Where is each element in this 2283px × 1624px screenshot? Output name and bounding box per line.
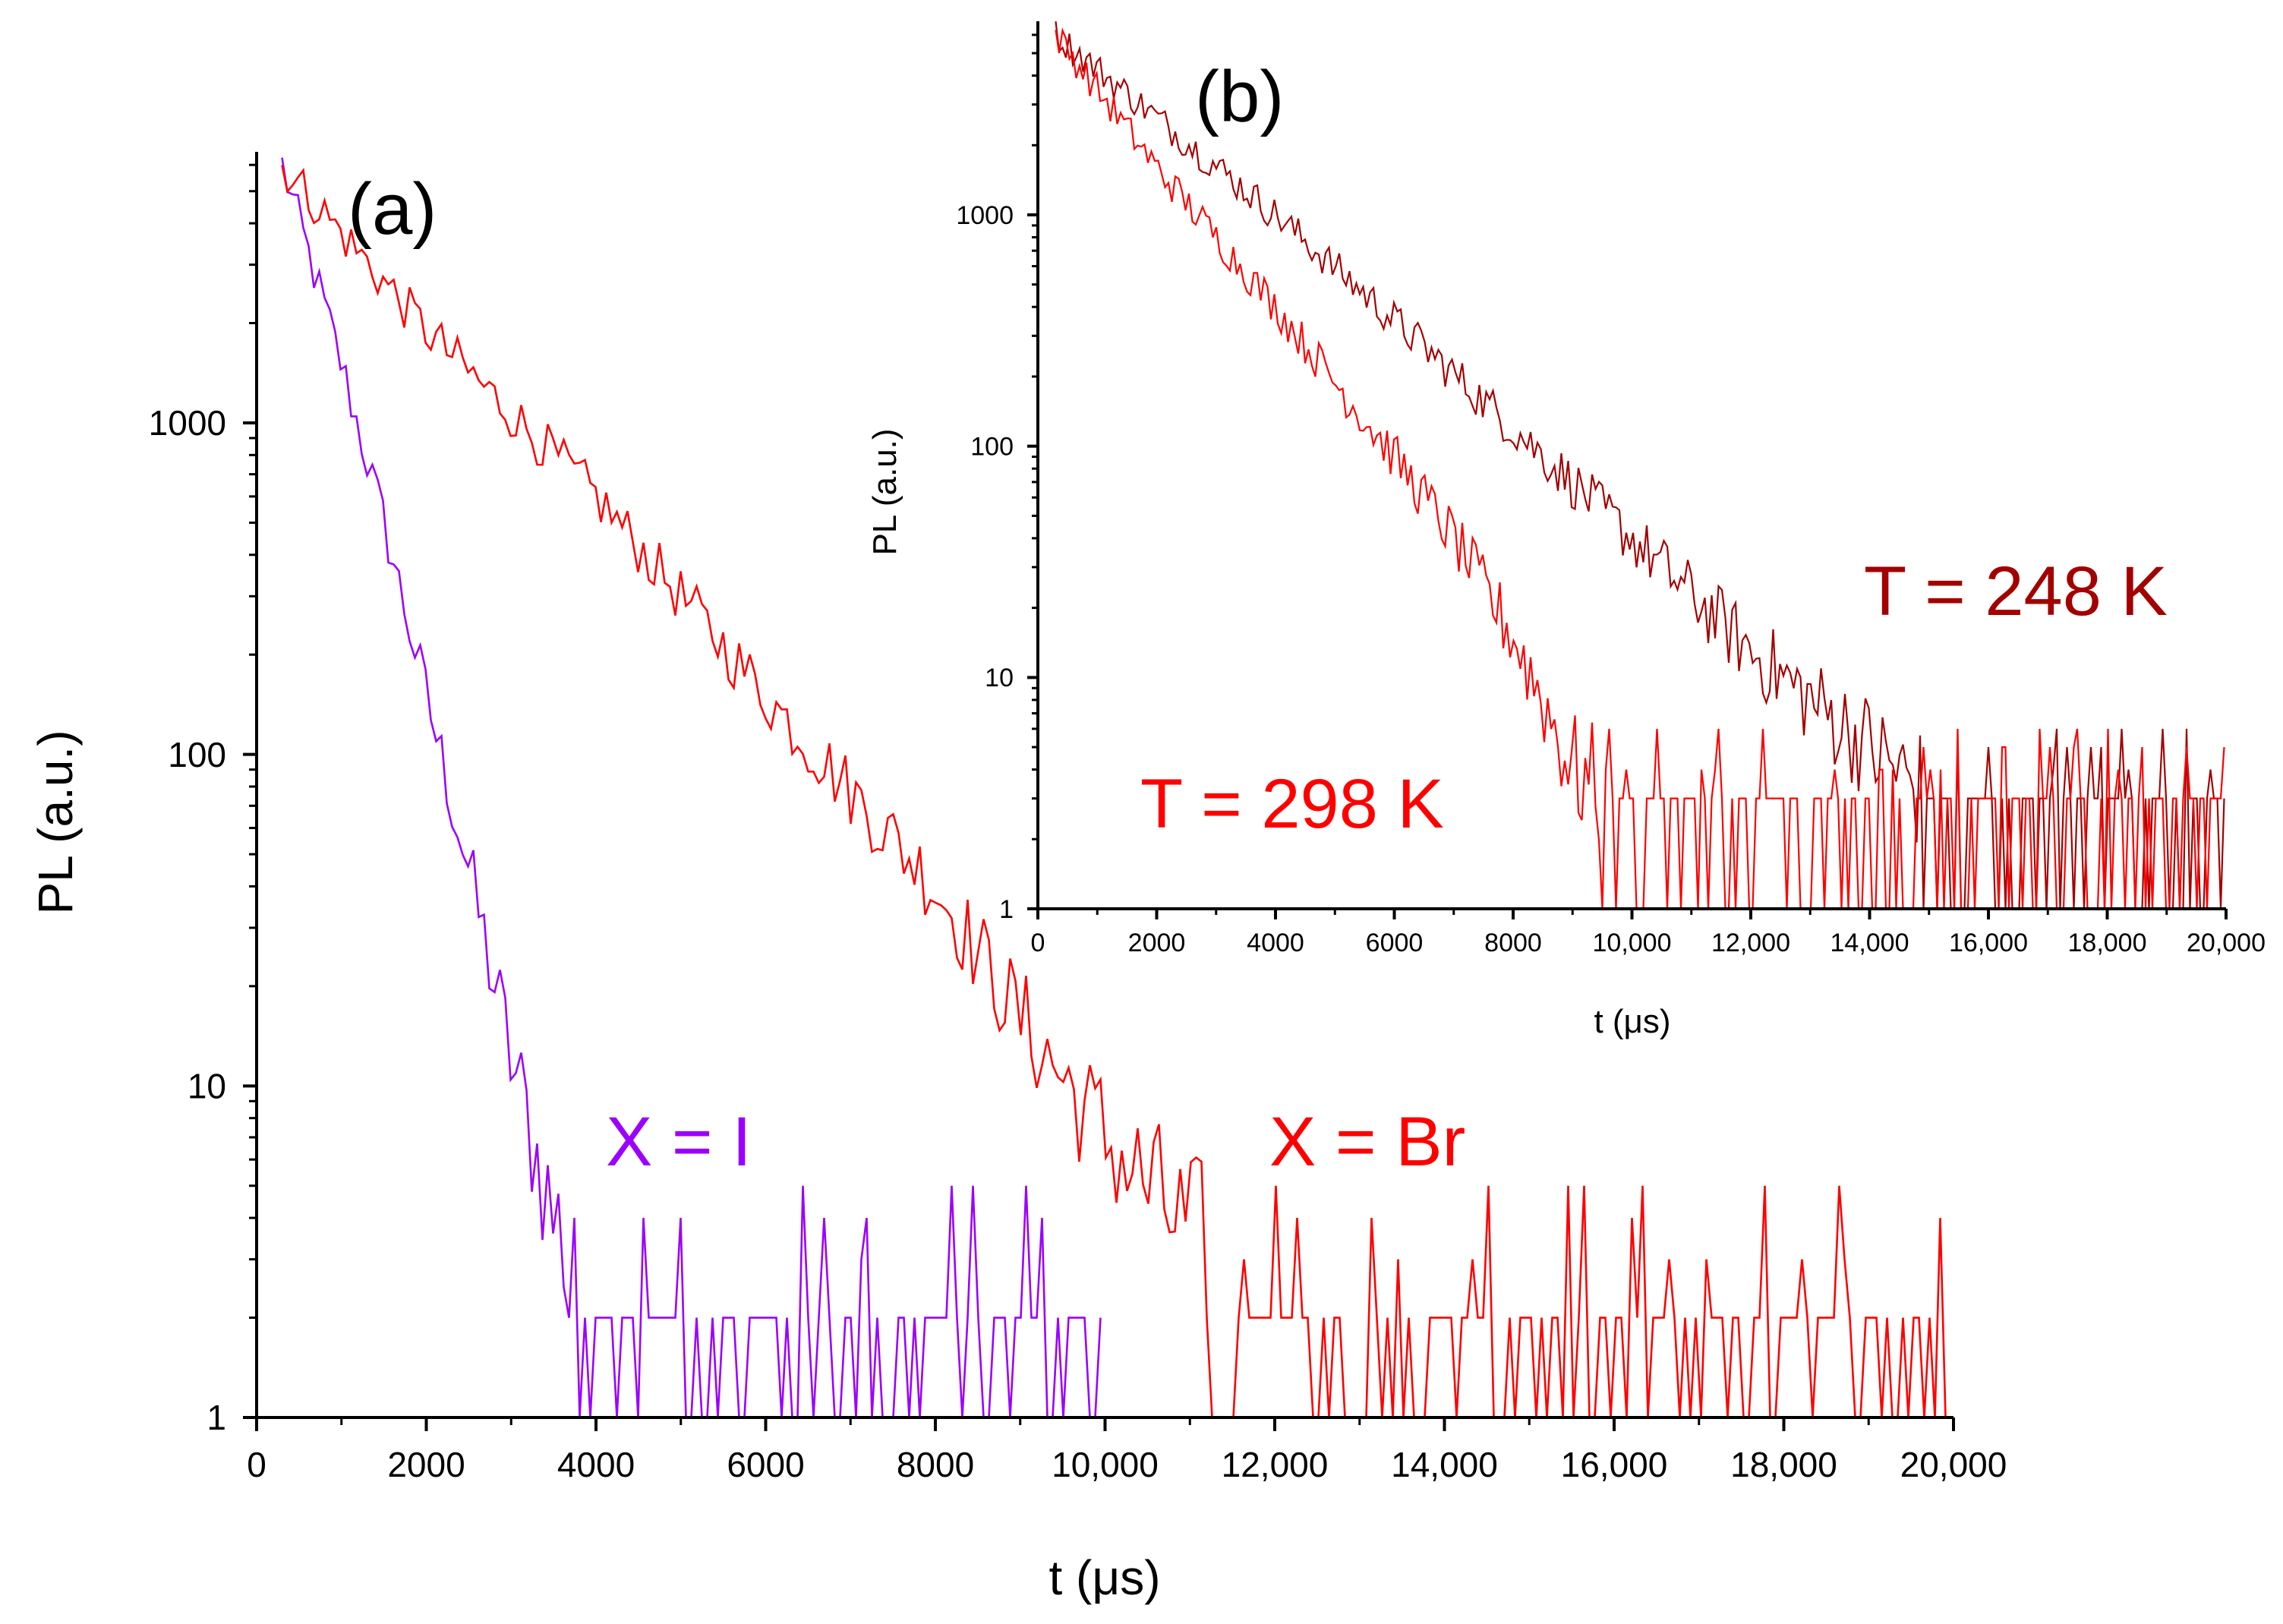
x-tick-label: 16,000 — [1561, 1445, 1668, 1484]
y-tick-label: 10 — [985, 664, 1014, 692]
panel-a-y-axis-label: PL (a.u.) — [28, 730, 83, 914]
y-tick-label: 1 — [207, 1398, 226, 1437]
x-tick-label: 16,000 — [1949, 929, 2028, 957]
x-tick-label: 6000 — [1366, 929, 1424, 957]
y-tick-label: 100 — [168, 735, 226, 774]
x-tick-label: 8000 — [897, 1445, 974, 1484]
panel-a: 0 2000 4000 6000 8000 10,000 12,000 14,000 16,00… — [28, 152, 2007, 1605]
panel-b-y-axis-label: PL (a.u.) — [866, 428, 903, 555]
x-tick-label: 14,000 — [1391, 1445, 1498, 1484]
x-tick-label: 8000 — [1484, 929, 1542, 957]
series-x-br — [281, 165, 1951, 1419]
x-tick-label: 12,000 — [1711, 929, 1790, 957]
y-tick-label: 100 — [970, 433, 1014, 462]
x-tick-label: 10,000 — [1052, 1445, 1159, 1484]
x-tick-label: 4000 — [1247, 929, 1304, 957]
series-x-i — [281, 157, 1102, 1419]
x-tick-label: 2000 — [387, 1445, 465, 1484]
annotation-x-br: X = Br — [1269, 1103, 1465, 1181]
panel-b: 0 2000 4000 6000 8000 10,000 12,000 14,000 16,00… — [866, 20, 2266, 1040]
panel-a-label: (a) — [348, 169, 437, 250]
x-tick-label: 18,000 — [2068, 929, 2147, 957]
panel-b-label: (b) — [1195, 56, 1284, 137]
x-tick-label: 12,000 — [1222, 1445, 1329, 1484]
x-tick-label: 2000 — [1128, 929, 1186, 957]
x-tick-label: 14,000 — [1830, 929, 1909, 957]
panel-b-ticks: 0 2000 4000 6000 8000 10,000 12,000 14,000 16,00… — [956, 33, 2266, 957]
x-tick-label: 6000 — [727, 1445, 804, 1484]
panel-a-x-axis-label: t (μs) — [1048, 1550, 1160, 1605]
x-tick-label: 10,000 — [1593, 929, 1672, 957]
y-tick-label: 1 — [999, 895, 1014, 924]
x-tick-label: 0 — [1031, 929, 1045, 957]
y-tick-label: 1000 — [956, 201, 1014, 230]
annotation-x-i: X = I — [606, 1103, 752, 1181]
panel-a-ticks: 0 2000 4000 6000 8000 10,000 12,000 14,000 16,00… — [149, 163, 2007, 1484]
x-tick-label: 18,000 — [1730, 1445, 1837, 1484]
panel-b-x-axis-label: t (μs) — [1594, 1003, 1670, 1040]
x-tick-label: 20,000 — [2187, 929, 2266, 957]
y-tick-label: 10 — [188, 1066, 226, 1105]
x-tick-label: 4000 — [557, 1445, 635, 1484]
annotation-t-248k: T = 248 K — [1864, 553, 2168, 630]
x-tick-label: 20,000 — [1900, 1445, 2007, 1484]
annotation-t-298k: T = 298 K — [1140, 765, 1444, 843]
x-tick-label: 0 — [247, 1445, 266, 1484]
y-tick-label: 1000 — [149, 403, 226, 443]
